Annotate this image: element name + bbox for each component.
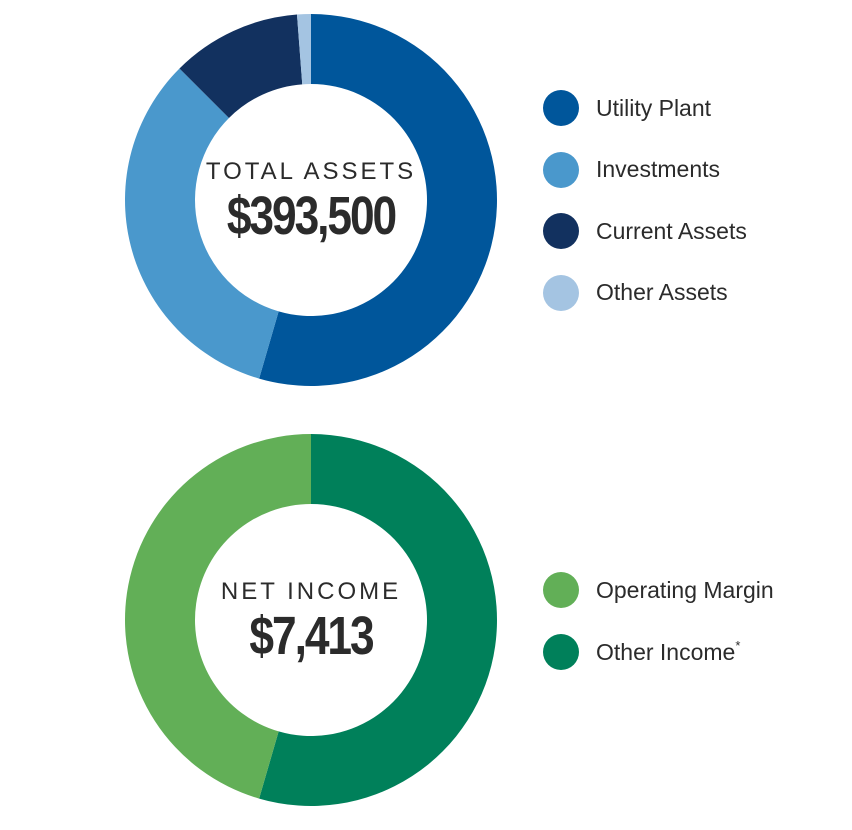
legend-item-utility-plant: Utility Plant <box>543 90 747 126</box>
net-income-title: NET INCOME <box>220 578 402 605</box>
slice-operating-margin <box>124 434 311 799</box>
net-income-legend: Operating Margin Other Income* <box>543 572 774 695</box>
net-income-donut <box>124 434 497 806</box>
footnote-marker: * <box>735 637 741 653</box>
legend-item-current-assets: Current Assets <box>543 213 747 249</box>
legend-swatch <box>543 633 579 670</box>
slice-current-assets <box>179 14 303 118</box>
net-income-chart: NET INCOME $7,413 Operating Margin Other… <box>0 424 852 814</box>
net-income-value: $7,413 <box>249 606 374 666</box>
total-assets-title: TOTAL ASSETS <box>205 158 417 185</box>
legend-swatch <box>543 90 579 126</box>
legend-label: Utility Plant <box>596 94 712 121</box>
slice-investments <box>125 68 279 379</box>
legend-label-text: Other Income <box>596 638 736 665</box>
slice-utility-plant <box>259 14 497 386</box>
legend-item-operating-margin: Operating Margin <box>543 572 774 608</box>
legend-swatch <box>543 151 579 188</box>
legend-label: Investments <box>596 156 720 182</box>
legend-item-other-assets: Other Assets <box>543 274 747 311</box>
total-assets-value: $393,500 <box>226 186 397 246</box>
total-assets-legend: Utility Plant Investments Current Assets… <box>543 90 747 336</box>
legend-label: Other Income* <box>596 638 740 666</box>
slice-other-income <box>259 434 497 806</box>
legend-label: Current Assets <box>596 217 747 244</box>
legend-label: Other Assets <box>596 279 728 305</box>
legend-swatch <box>543 572 579 608</box>
slice-other-assets <box>296 14 311 85</box>
total-assets-chart: TOTAL ASSETS $393,500 Utility Plant Inve… <box>0 4 852 394</box>
legend-label: Operating Margin <box>596 576 774 603</box>
legend-swatch <box>543 213 579 249</box>
legend-item-investments: Investments <box>543 151 747 188</box>
total-assets-donut <box>125 14 497 386</box>
legend-item-other-income: Other Income* <box>543 633 774 670</box>
legend-swatch <box>543 274 579 311</box>
